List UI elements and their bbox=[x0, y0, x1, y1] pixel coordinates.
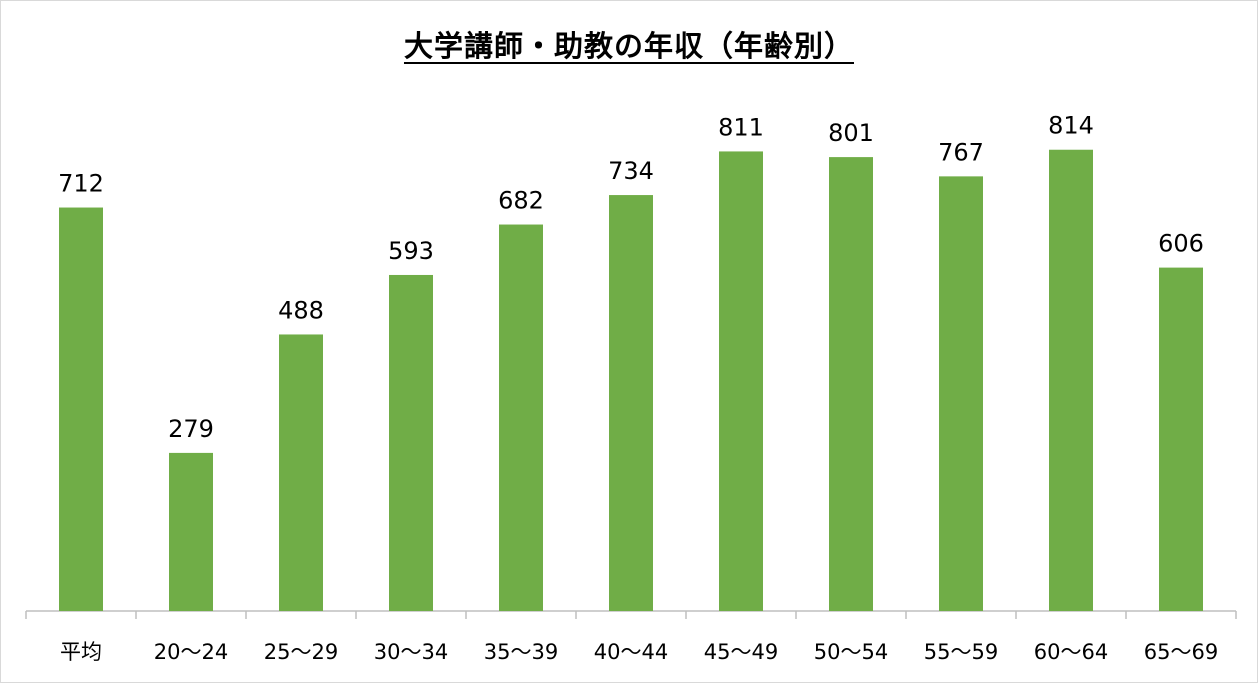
x-tick-label-3: 30〜34 bbox=[374, 640, 448, 664]
data-label-2: 488 bbox=[278, 296, 324, 324]
bar-7 bbox=[829, 157, 873, 611]
bar-9 bbox=[1049, 149, 1093, 611]
chart-title-text: 大学講師・助教の年収（年齢別） bbox=[403, 29, 854, 63]
data-label-6: 811 bbox=[718, 113, 764, 141]
chart-title: 大学講師・助教の年収（年齢別） bbox=[1, 23, 1257, 65]
x-tick-label-4: 35〜39 bbox=[484, 640, 558, 664]
x-tick-label-2: 25〜29 bbox=[264, 640, 338, 664]
data-label-9: 814 bbox=[1048, 112, 1094, 140]
bar-0 bbox=[59, 207, 103, 612]
x-tick-label-0: 平均 bbox=[60, 640, 102, 664]
bar-2 bbox=[279, 334, 323, 611]
x-tick-label-9: 60〜64 bbox=[1034, 640, 1108, 664]
data-label-7: 801 bbox=[828, 119, 874, 147]
bar-1 bbox=[169, 452, 213, 611]
data-label-5: 734 bbox=[608, 157, 654, 185]
x-tick-label-7: 50〜54 bbox=[814, 640, 888, 664]
bar-8 bbox=[939, 176, 983, 611]
x-tick-label-8: 55〜59 bbox=[924, 640, 998, 664]
bar-5 bbox=[609, 195, 653, 612]
bar-6 bbox=[719, 151, 763, 611]
data-label-1: 279 bbox=[168, 415, 214, 443]
x-tick-label-1: 20〜24 bbox=[154, 640, 228, 664]
data-label-10: 606 bbox=[1158, 230, 1204, 258]
bar-4 bbox=[499, 224, 543, 612]
data-label-3: 593 bbox=[388, 237, 434, 265]
data-label-4: 682 bbox=[498, 187, 544, 215]
x-tick-label-5: 40〜44 bbox=[594, 640, 668, 664]
x-tick-label-6: 45〜49 bbox=[704, 640, 778, 664]
x-tick-label-10: 65〜69 bbox=[1144, 640, 1218, 664]
data-label-0: 712 bbox=[58, 170, 104, 198]
data-label-8: 767 bbox=[938, 138, 984, 166]
bar-3 bbox=[389, 274, 433, 611]
bar-10 bbox=[1159, 267, 1203, 611]
